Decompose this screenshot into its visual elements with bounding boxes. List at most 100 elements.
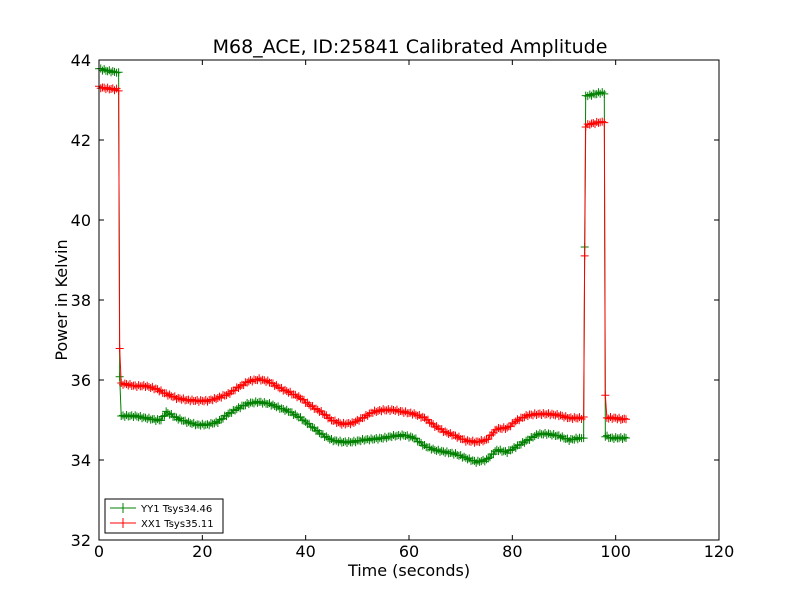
data-point — [291, 410, 300, 419]
data-point — [153, 385, 162, 394]
data-point — [622, 415, 630, 424]
data-point — [523, 412, 532, 421]
data-point — [115, 344, 124, 353]
data-point — [346, 420, 355, 429]
data-point — [132, 382, 141, 391]
data-point — [163, 391, 172, 400]
data-point — [427, 419, 436, 428]
data-point — [162, 407, 171, 416]
data-point — [208, 419, 217, 428]
data-point — [212, 417, 221, 426]
legend-marker-yy1 — [118, 503, 128, 513]
data-point — [270, 381, 279, 390]
data-point — [236, 382, 245, 391]
data-point — [377, 407, 386, 416]
data-point — [529, 433, 537, 442]
data-point — [463, 455, 472, 464]
x-axis-label: Time (seconds) — [347, 561, 470, 580]
data-point — [534, 430, 543, 439]
data-point — [126, 380, 134, 389]
data-point — [392, 405, 401, 414]
data-point — [96, 64, 105, 73]
data-point — [215, 392, 224, 401]
data-point — [444, 429, 453, 438]
data-point — [272, 381, 281, 390]
data-point — [114, 68, 123, 77]
data-point — [272, 403, 281, 412]
data-point — [585, 120, 594, 129]
data-point — [217, 415, 226, 424]
data-point — [372, 408, 381, 417]
data-point — [418, 441, 427, 450]
data-point — [232, 383, 241, 392]
legend-frame — [104, 498, 224, 534]
data-point — [339, 438, 348, 447]
data-point — [484, 454, 493, 463]
data-point — [475, 438, 484, 447]
data-point — [453, 433, 462, 442]
data-point — [263, 399, 272, 408]
data-point — [480, 436, 489, 445]
data-point — [179, 394, 188, 403]
legend-marker-xx1 — [118, 518, 128, 528]
data-point — [353, 415, 362, 424]
data-point — [542, 430, 551, 439]
y-tick-label: 44 — [71, 51, 91, 70]
data-point — [329, 437, 338, 446]
data-point — [308, 423, 317, 432]
data-point — [260, 398, 269, 407]
y-tick-label: 38 — [71, 291, 91, 310]
data-point — [549, 410, 558, 419]
data-point — [375, 433, 384, 442]
data-point — [413, 411, 422, 420]
data-point — [165, 410, 174, 419]
data-point — [506, 446, 515, 455]
series-line-yy1 — [98, 68, 627, 464]
data-point — [151, 416, 160, 425]
data-point — [215, 416, 224, 425]
chart-title: M68_ACE, ID:25841 Calibrated Amplitude — [213, 36, 608, 58]
data-point — [492, 425, 501, 434]
data-point — [606, 413, 615, 422]
y-tick-label: 34 — [71, 451, 91, 470]
y-tick-label: 40 — [71, 211, 91, 230]
data-point — [329, 417, 338, 426]
data-point — [398, 430, 407, 439]
x-tick-label: 0 — [94, 542, 104, 561]
data-point — [343, 438, 351, 447]
data-point — [312, 426, 320, 435]
data-point — [224, 389, 233, 398]
data-point — [609, 434, 618, 443]
data-point — [312, 404, 320, 413]
data-point — [587, 91, 596, 100]
data-point — [484, 435, 493, 444]
data-point — [248, 377, 257, 386]
data-point — [451, 431, 460, 440]
data-point — [324, 414, 333, 423]
data-point — [351, 438, 360, 447]
data-point — [560, 413, 568, 422]
x-tick-label: 80 — [502, 542, 522, 561]
series-line-xx1 — [98, 85, 627, 444]
data-point — [163, 408, 172, 417]
data-point — [487, 430, 496, 439]
data-point — [479, 455, 488, 464]
data-point — [174, 393, 183, 402]
data-point — [281, 406, 289, 415]
data-point — [227, 387, 236, 396]
data-point — [513, 415, 522, 424]
data-point — [201, 420, 210, 429]
data-point — [320, 432, 329, 441]
data-point — [143, 381, 152, 390]
data-point — [318, 410, 327, 419]
data-point — [587, 119, 596, 128]
data-point — [100, 65, 109, 74]
data-point — [401, 407, 410, 416]
data-point — [620, 414, 629, 423]
data-point — [363, 435, 372, 444]
data-point — [194, 420, 203, 429]
data-point — [110, 86, 119, 95]
data-point — [565, 436, 574, 445]
data-point — [117, 379, 126, 388]
